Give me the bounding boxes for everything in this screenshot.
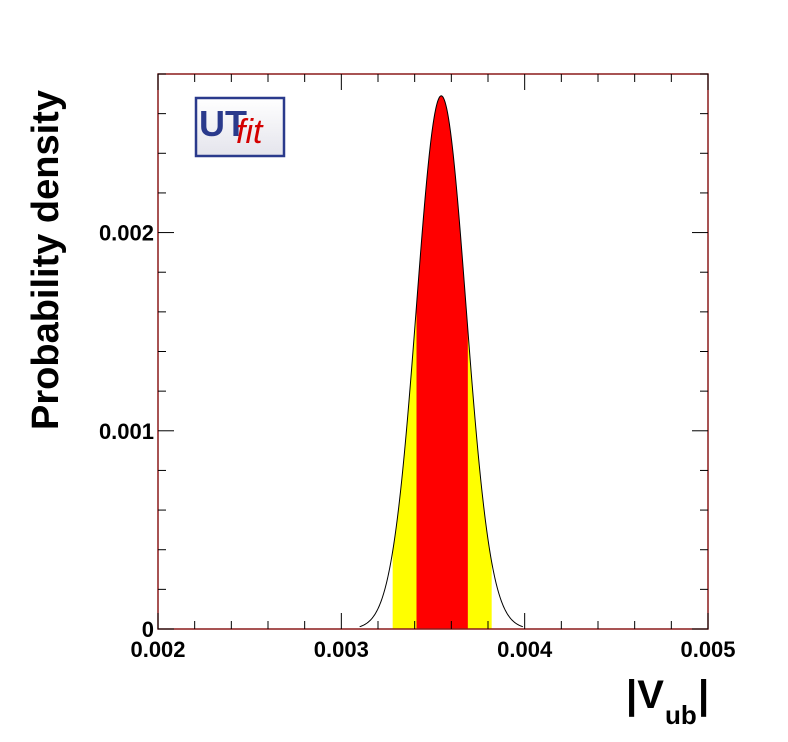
x-tick-label: 0.002 (130, 637, 185, 662)
utfit-logo-box (194, 96, 286, 158)
x-tick-label: 0.003 (314, 637, 369, 662)
x-axis-tick-labels: 0.002 0.003 0.004 0.005 (130, 637, 735, 662)
x-axis-ticks (157, 74, 709, 629)
x-axis-title-close: | (698, 673, 709, 717)
y-tick-label: 0 (142, 617, 154, 642)
utfit-logo-fit: fit (236, 113, 264, 151)
region-68-percent (416, 95, 468, 629)
utfit-logo-ut: UT (199, 103, 247, 144)
x-tick-label: 0.005 (680, 637, 735, 662)
utfit-logo: UT fit (194, 96, 286, 158)
y-tick-label: 0.002 (99, 221, 154, 246)
y-axis-title: Probability density (25, 90, 67, 430)
density-curve-outline (359, 95, 523, 628)
x-axis-title-subscript: ub (665, 700, 697, 730)
x-tick-label: 0.004 (497, 637, 553, 662)
x-axis-title: |V ub | (626, 673, 709, 730)
x-axis-title-main: |V (626, 673, 664, 717)
y-axis-tick-labels: 0 0.001 0.002 (99, 221, 154, 642)
y-axis-ticks (158, 73, 708, 630)
credible-region-fills (392, 95, 492, 629)
y-tick-label: 0.001 (99, 419, 154, 444)
